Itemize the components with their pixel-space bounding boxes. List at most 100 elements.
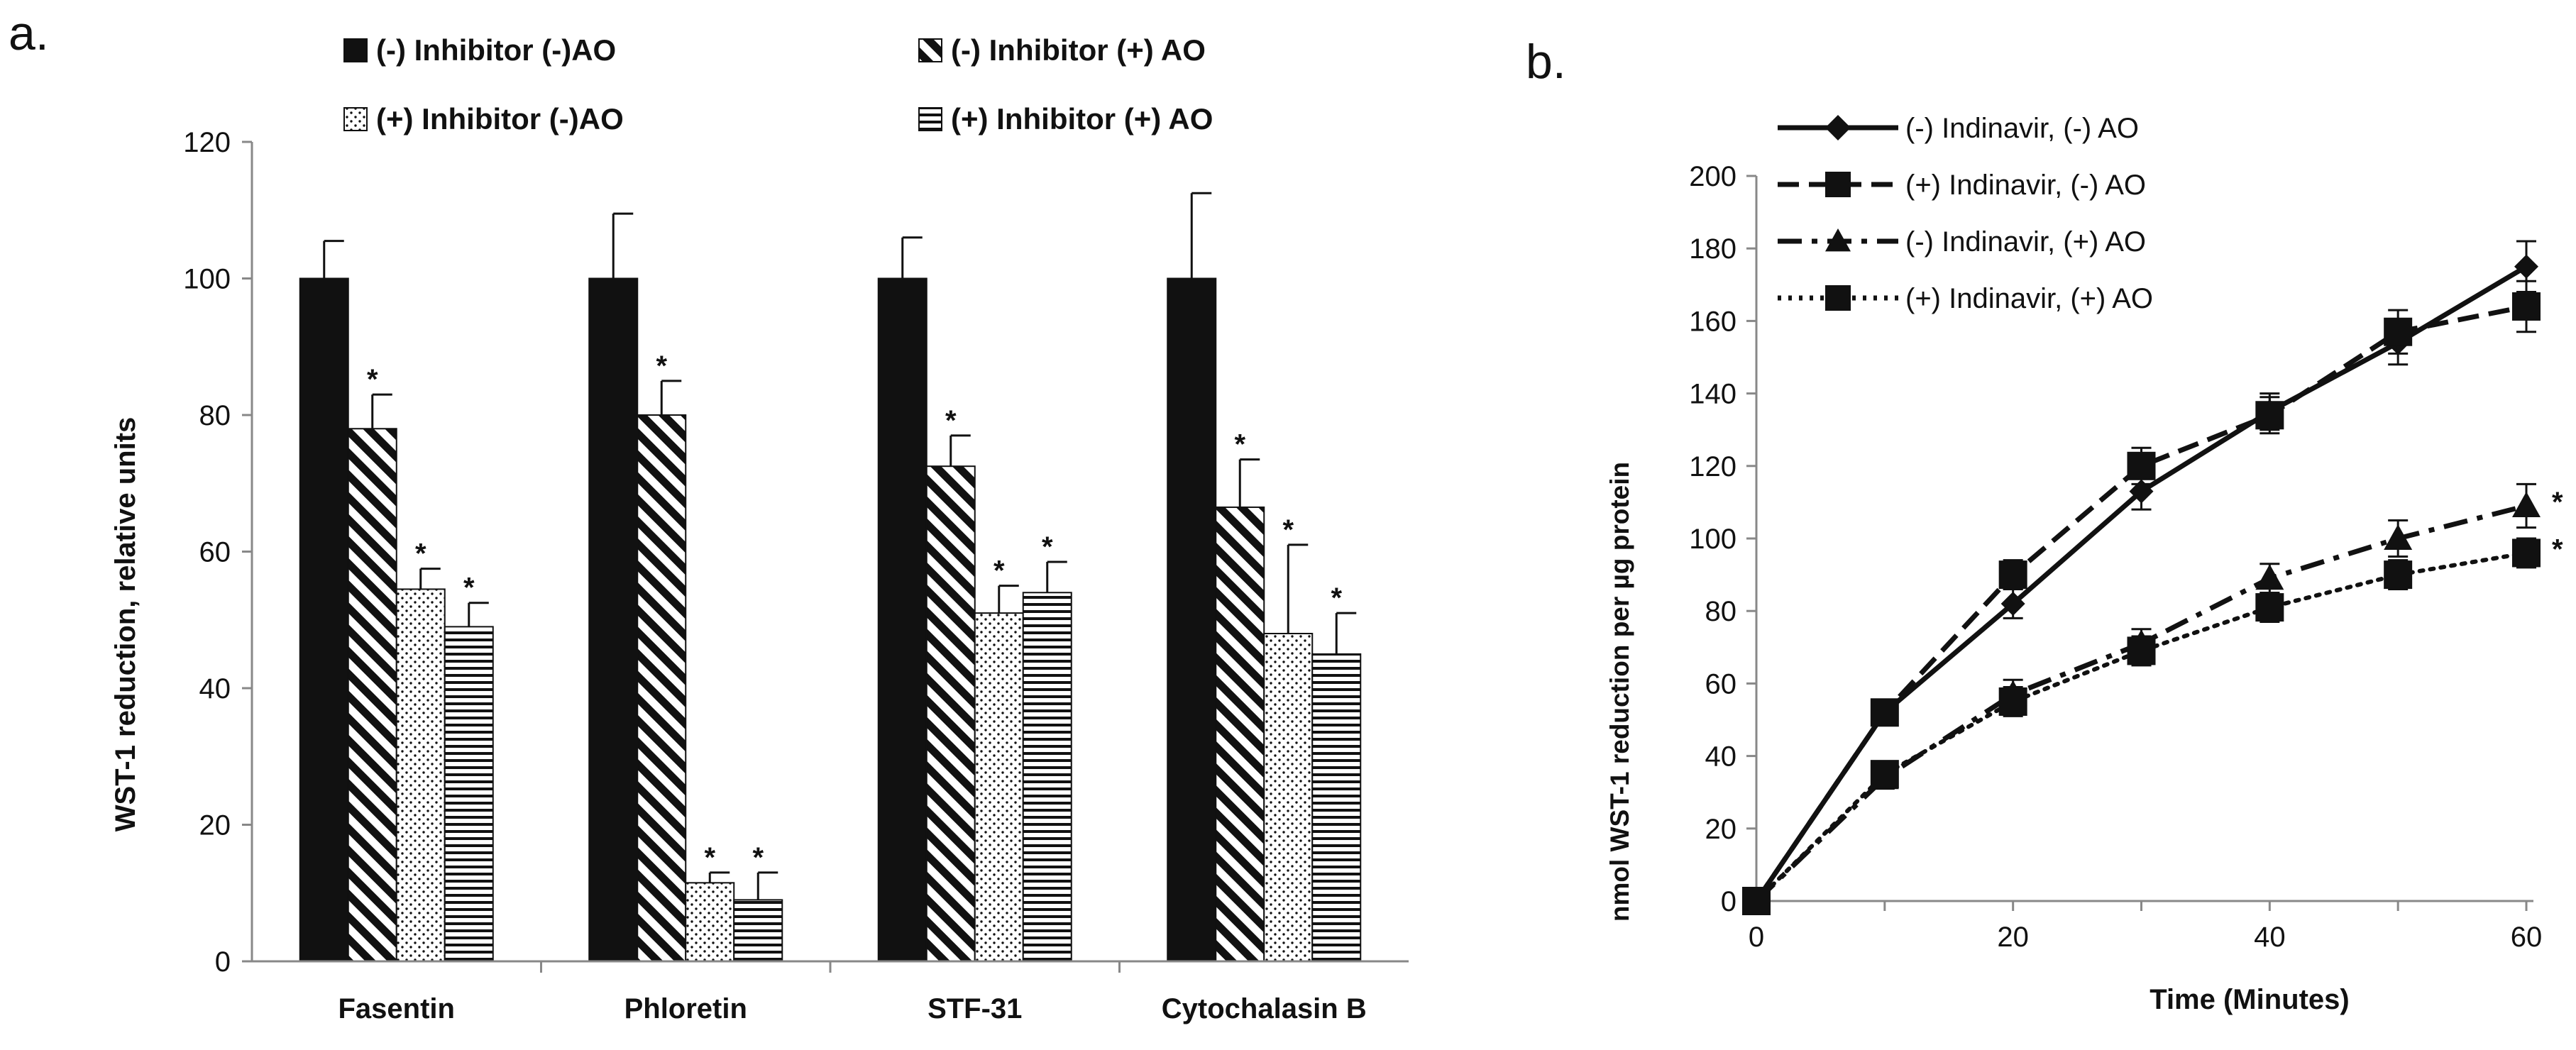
panel-a-legend-label: (-) Inhibitor (+) AO [951,33,1206,67]
panel-a-bar [395,588,446,962]
panel-a-significance-star: * [1331,582,1342,614]
panel-a-legend-swatch [918,38,942,62]
panel-a-bar [877,277,928,962]
panel-a-ytick-label: 20 [199,810,231,841]
panel-b-marker [1998,687,2027,716]
panel-b-xtick-label: 60 [2511,922,2543,953]
panel-b-marker [2127,636,2156,665]
panel-a-significance-star: * [415,538,426,570]
panel-a-bar [685,882,735,962]
panel-b-series-line [1754,304,2527,902]
panel-b-xtick-label: 40 [2254,922,2286,953]
panel-b-legend-label: (+) Indinavir, (-) AO [1905,170,2146,201]
panel-a-bar [1311,653,1362,962]
panel-b-marker [2129,479,2154,504]
panel-b-ytick-label: 60 [1705,668,1737,700]
panel-a-significance-star: * [367,364,378,395]
panel-b-marker [1870,698,1899,727]
panel-b-marker [2512,538,2541,568]
panel-b-significance-star: * [2552,487,2563,518]
panel-b-xlabel: Time (Minutes) [2150,984,2350,1015]
panel-a-bar [1022,592,1072,962]
panel-b-legend-marker [1825,285,1851,311]
panel-b-ytick-label: 100 [1689,524,1736,555]
panel-a-bar [1167,277,1217,962]
panel-a-bar [444,626,494,962]
panel-a-legend-swatch [343,38,368,62]
panel-b-marker [2000,591,2025,616]
panel-b-ytick-label: 140 [1689,379,1736,410]
panel-b-legend-label: (-) Indinavir, (-) AO [1905,113,2139,144]
panel-b-ytick-label: 40 [1705,741,1737,773]
panel-b-marker [1742,887,1771,915]
panel-a-bar [299,277,349,962]
panel-b-marker [2255,593,2284,622]
panel-b-marker [2255,401,2284,430]
panel-a-ytick-label: 120 [183,127,231,158]
panel-a-significance-star: * [656,350,667,382]
panel-a-ytick-label: 100 [183,264,231,295]
panel-a-label: a. [9,6,49,60]
panel-b-ytick-label: 20 [1705,814,1737,845]
panel-a-significance-star: * [1234,429,1245,460]
panel-a-category-label: Phloretin [624,993,747,1024]
panel-a-legend: (-) Inhibitor (-)AO (-) Inhibitor (+) AO (… [343,33,1213,136]
panel-b-marker [2255,564,2284,590]
panel-b-ytick-label: 160 [1689,306,1736,337]
panel-b-marker [1870,760,1899,789]
panel-a-legend-swatch [343,107,368,131]
panel-b-legend-marker [1825,172,1851,197]
panel-b-ytick-label: 0 [1721,886,1736,917]
panel-b-marker [2384,560,2413,590]
panel-b-marker [2514,254,2538,279]
panel-a-significance-star: * [752,842,764,873]
panel-a-legend-swatch [918,107,942,131]
panel-a-category-label: STF-31 [928,993,1022,1024]
panel-a-bar [925,465,976,962]
panel-b-label: b. [1526,35,1566,89]
panel-a-legend-label: (+) Inhibitor (+) AO [951,102,1213,136]
panel-b-legend: (-) Indinavir, (-) AO (+) Indinavir, (-) … [1778,113,2153,314]
panel-a-legend-label: (-) Inhibitor (-)AO [376,33,616,67]
panel-b-xtick-label: 0 [1749,922,1764,953]
panel-a-category-label: Cytochalasin B [1162,993,1367,1024]
panel-a-ytick-label: 40 [199,673,231,704]
panel-a-bar [347,428,397,962]
panel-a-bar [1215,506,1265,962]
panel-b-marker [2384,317,2413,346]
panel-a-legend-label: (+) Inhibitor (-)AO [376,102,624,136]
panel-a-bar [974,612,1024,962]
panel-b-ytick-label: 120 [1689,451,1736,482]
panel-a-category-label: Fasentin [338,993,455,1024]
panel-b-marker [2384,524,2413,550]
panel-a-significance-star: * [463,573,475,604]
panel-b-line-chart: b. nmol WST-1 reduction per µg protein T… [1526,35,2563,1015]
panel-b-marker [1998,560,2027,590]
panel-b-marker [2512,292,2541,321]
panel-a-bar [637,414,687,962]
panel-b-ytick-label: 80 [1705,596,1737,627]
panel-b-ytick-label: 200 [1689,161,1736,192]
panel-b-ylabel: nmol WST-1 reduction per µg protein [1605,462,1634,922]
panel-a-ytick-label: 80 [199,400,231,431]
panel-a-bar [1263,633,1314,962]
panel-a-bar [588,277,639,962]
panel-b-legend-label: (+) Indinavir, (+) AO [1905,283,2153,314]
panel-a-ytick-label: 60 [199,537,231,568]
panel-b-significance-star: * [2552,534,2563,565]
panel-a-bar [733,899,783,962]
panel-a-significance-star: * [704,842,715,873]
panel-b-marker [2512,492,2541,518]
panel-a-significance-star: * [945,405,957,436]
panel-b-legend-marker [1825,115,1851,140]
panel-b-legend-label: (-) Indinavir, (+) AO [1905,226,2146,258]
panel-a-ytick-label: 0 [215,946,231,978]
panel-a-bar-chart: a. (-) Inhibitor (-)AO (-) Inhibitor (+) … [9,6,1409,1024]
panel-a-significance-star: * [1042,531,1053,563]
panel-b-marker [2127,451,2156,480]
panel-b-legend-marker [1825,228,1851,252]
panel-a-ylabel: WST-1 reduction, relative units [110,417,141,832]
panel-a-significance-star: * [1282,514,1294,546]
panel-a-significance-star: * [993,556,1005,587]
